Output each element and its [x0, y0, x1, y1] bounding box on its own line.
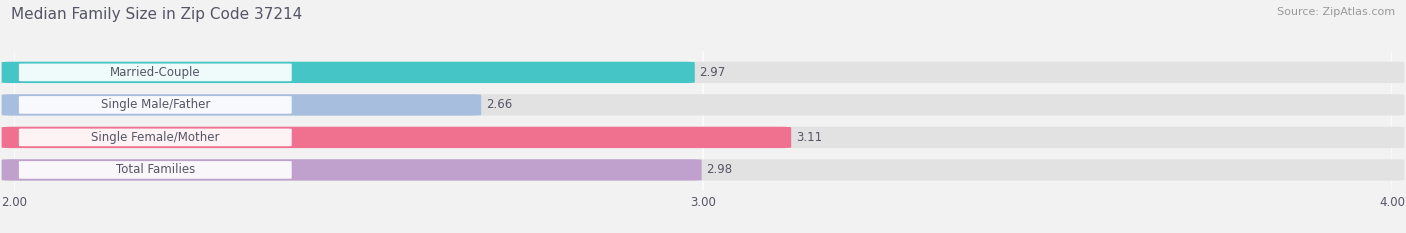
FancyBboxPatch shape — [1, 62, 1405, 83]
Text: Married-Couple: Married-Couple — [110, 66, 201, 79]
FancyBboxPatch shape — [18, 129, 291, 146]
Text: Single Male/Father: Single Male/Father — [101, 98, 209, 111]
Text: 2.66: 2.66 — [486, 98, 512, 111]
Text: 2.97: 2.97 — [700, 66, 725, 79]
FancyBboxPatch shape — [1, 159, 702, 181]
Text: Total Families: Total Families — [115, 163, 195, 176]
FancyBboxPatch shape — [18, 161, 291, 179]
FancyBboxPatch shape — [18, 96, 291, 114]
Text: 2.98: 2.98 — [706, 163, 733, 176]
Text: Median Family Size in Zip Code 37214: Median Family Size in Zip Code 37214 — [11, 7, 302, 22]
FancyBboxPatch shape — [1, 62, 695, 83]
Text: Single Female/Mother: Single Female/Mother — [91, 131, 219, 144]
Text: Source: ZipAtlas.com: Source: ZipAtlas.com — [1277, 7, 1395, 17]
FancyBboxPatch shape — [1, 127, 792, 148]
FancyBboxPatch shape — [1, 94, 1405, 116]
FancyBboxPatch shape — [18, 64, 291, 81]
Text: 3.11: 3.11 — [796, 131, 823, 144]
FancyBboxPatch shape — [1, 159, 1405, 181]
FancyBboxPatch shape — [1, 127, 1405, 148]
FancyBboxPatch shape — [1, 94, 481, 116]
